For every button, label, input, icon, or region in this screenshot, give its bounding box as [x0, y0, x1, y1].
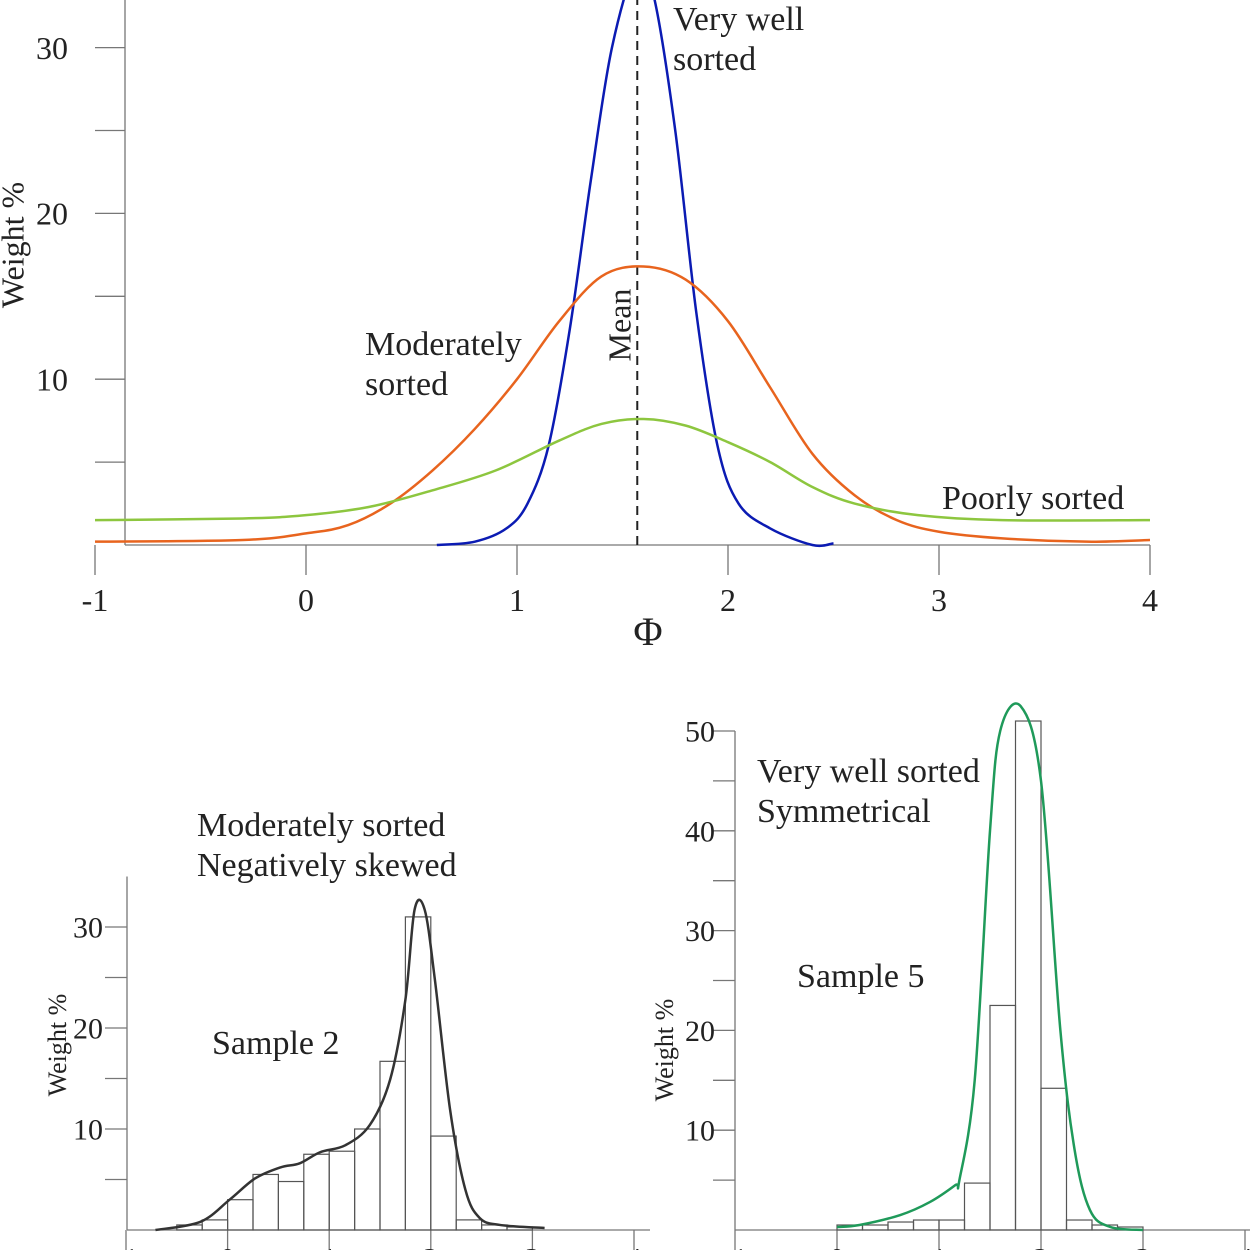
curve	[155, 898, 545, 1232]
x-tick-label: 0	[298, 582, 314, 618]
bar	[277, 1180, 305, 1231]
annotation: Sample 2	[212, 1025, 339, 1062]
x-tick-label: 3	[1136, 1243, 1151, 1250]
bar	[328, 1150, 356, 1231]
x-tick-label: 2	[423, 1243, 438, 1250]
bar	[1065, 1219, 1093, 1231]
y-tick-label: 40	[685, 815, 715, 848]
y-tick-label: 50	[685, 716, 715, 749]
bar	[430, 1135, 457, 1231]
y-axis-label: Weight %	[650, 999, 679, 1102]
annotation: Moderately	[365, 326, 522, 363]
y-tick-label: 30	[36, 30, 68, 66]
x-tick-label: 0	[830, 1243, 845, 1250]
x-tick-label: 3	[931, 582, 947, 618]
x-tick-label: 3	[525, 1243, 540, 1250]
bar	[1014, 720, 1042, 1231]
x-tick-label: 4	[1142, 582, 1158, 618]
x-tick-label: 4	[1238, 1243, 1250, 1250]
bar	[912, 1219, 940, 1231]
annotation: Poorly sorted	[942, 480, 1124, 517]
annotation: Symmetrical	[757, 793, 931, 830]
bar	[963, 1182, 991, 1231]
x-axis-label: Φ	[633, 609, 662, 654]
y-tick-label: 20	[685, 1015, 715, 1048]
bar	[989, 1004, 1017, 1231]
bar	[354, 1128, 381, 1231]
y-tick-label: 10	[36, 361, 68, 397]
line	[94, 417, 1151, 522]
annotation: sorted	[365, 366, 448, 403]
bar	[1040, 1087, 1068, 1231]
y-tick-label: 10	[685, 1115, 715, 1148]
y-tick-label: 20	[36, 196, 68, 232]
bar	[887, 1221, 915, 1231]
annotation: Moderately sorted	[197, 807, 445, 844]
bar	[252, 1173, 279, 1231]
mean-label: Mean	[602, 289, 638, 362]
x-tick-label: -1	[114, 1243, 139, 1250]
bar	[404, 916, 432, 1231]
bar	[379, 1060, 406, 1231]
bar	[227, 1199, 254, 1231]
x-tick-label: 2	[720, 582, 736, 618]
y-axis-label: Weight %	[0, 182, 30, 308]
curve	[836, 702, 1144, 1232]
y-tick-label: 30	[73, 912, 103, 945]
x-tick-label: 2	[1034, 1243, 1049, 1250]
bar	[861, 1224, 889, 1231]
y-tick-label: 30	[685, 915, 715, 948]
bar	[455, 1219, 483, 1231]
annotation: Sample 5	[797, 958, 924, 995]
annotation: Very well	[673, 1, 804, 38]
x-tick-label: 1	[322, 1243, 337, 1250]
x-tick-label: 0	[220, 1243, 235, 1250]
x-tick-label: 1	[932, 1243, 947, 1250]
line	[436, 0, 834, 548]
x-tick-label: -1	[723, 1243, 748, 1250]
bar	[938, 1219, 966, 1231]
bar	[303, 1153, 330, 1231]
y-tick-label: 20	[73, 1013, 103, 1046]
x-tick-label: 1	[509, 582, 525, 618]
annotation: sorted	[673, 41, 756, 78]
x-tick-label: 4	[627, 1243, 642, 1250]
y-tick-label: 10	[73, 1114, 103, 1147]
annotation: Very well sorted	[757, 753, 980, 790]
y-axis-label: Weight %	[43, 994, 72, 1097]
line	[94, 265, 1151, 543]
annotation: Negatively skewed	[197, 847, 457, 884]
bar	[201, 1219, 229, 1231]
x-tick-label: -1	[82, 582, 109, 618]
